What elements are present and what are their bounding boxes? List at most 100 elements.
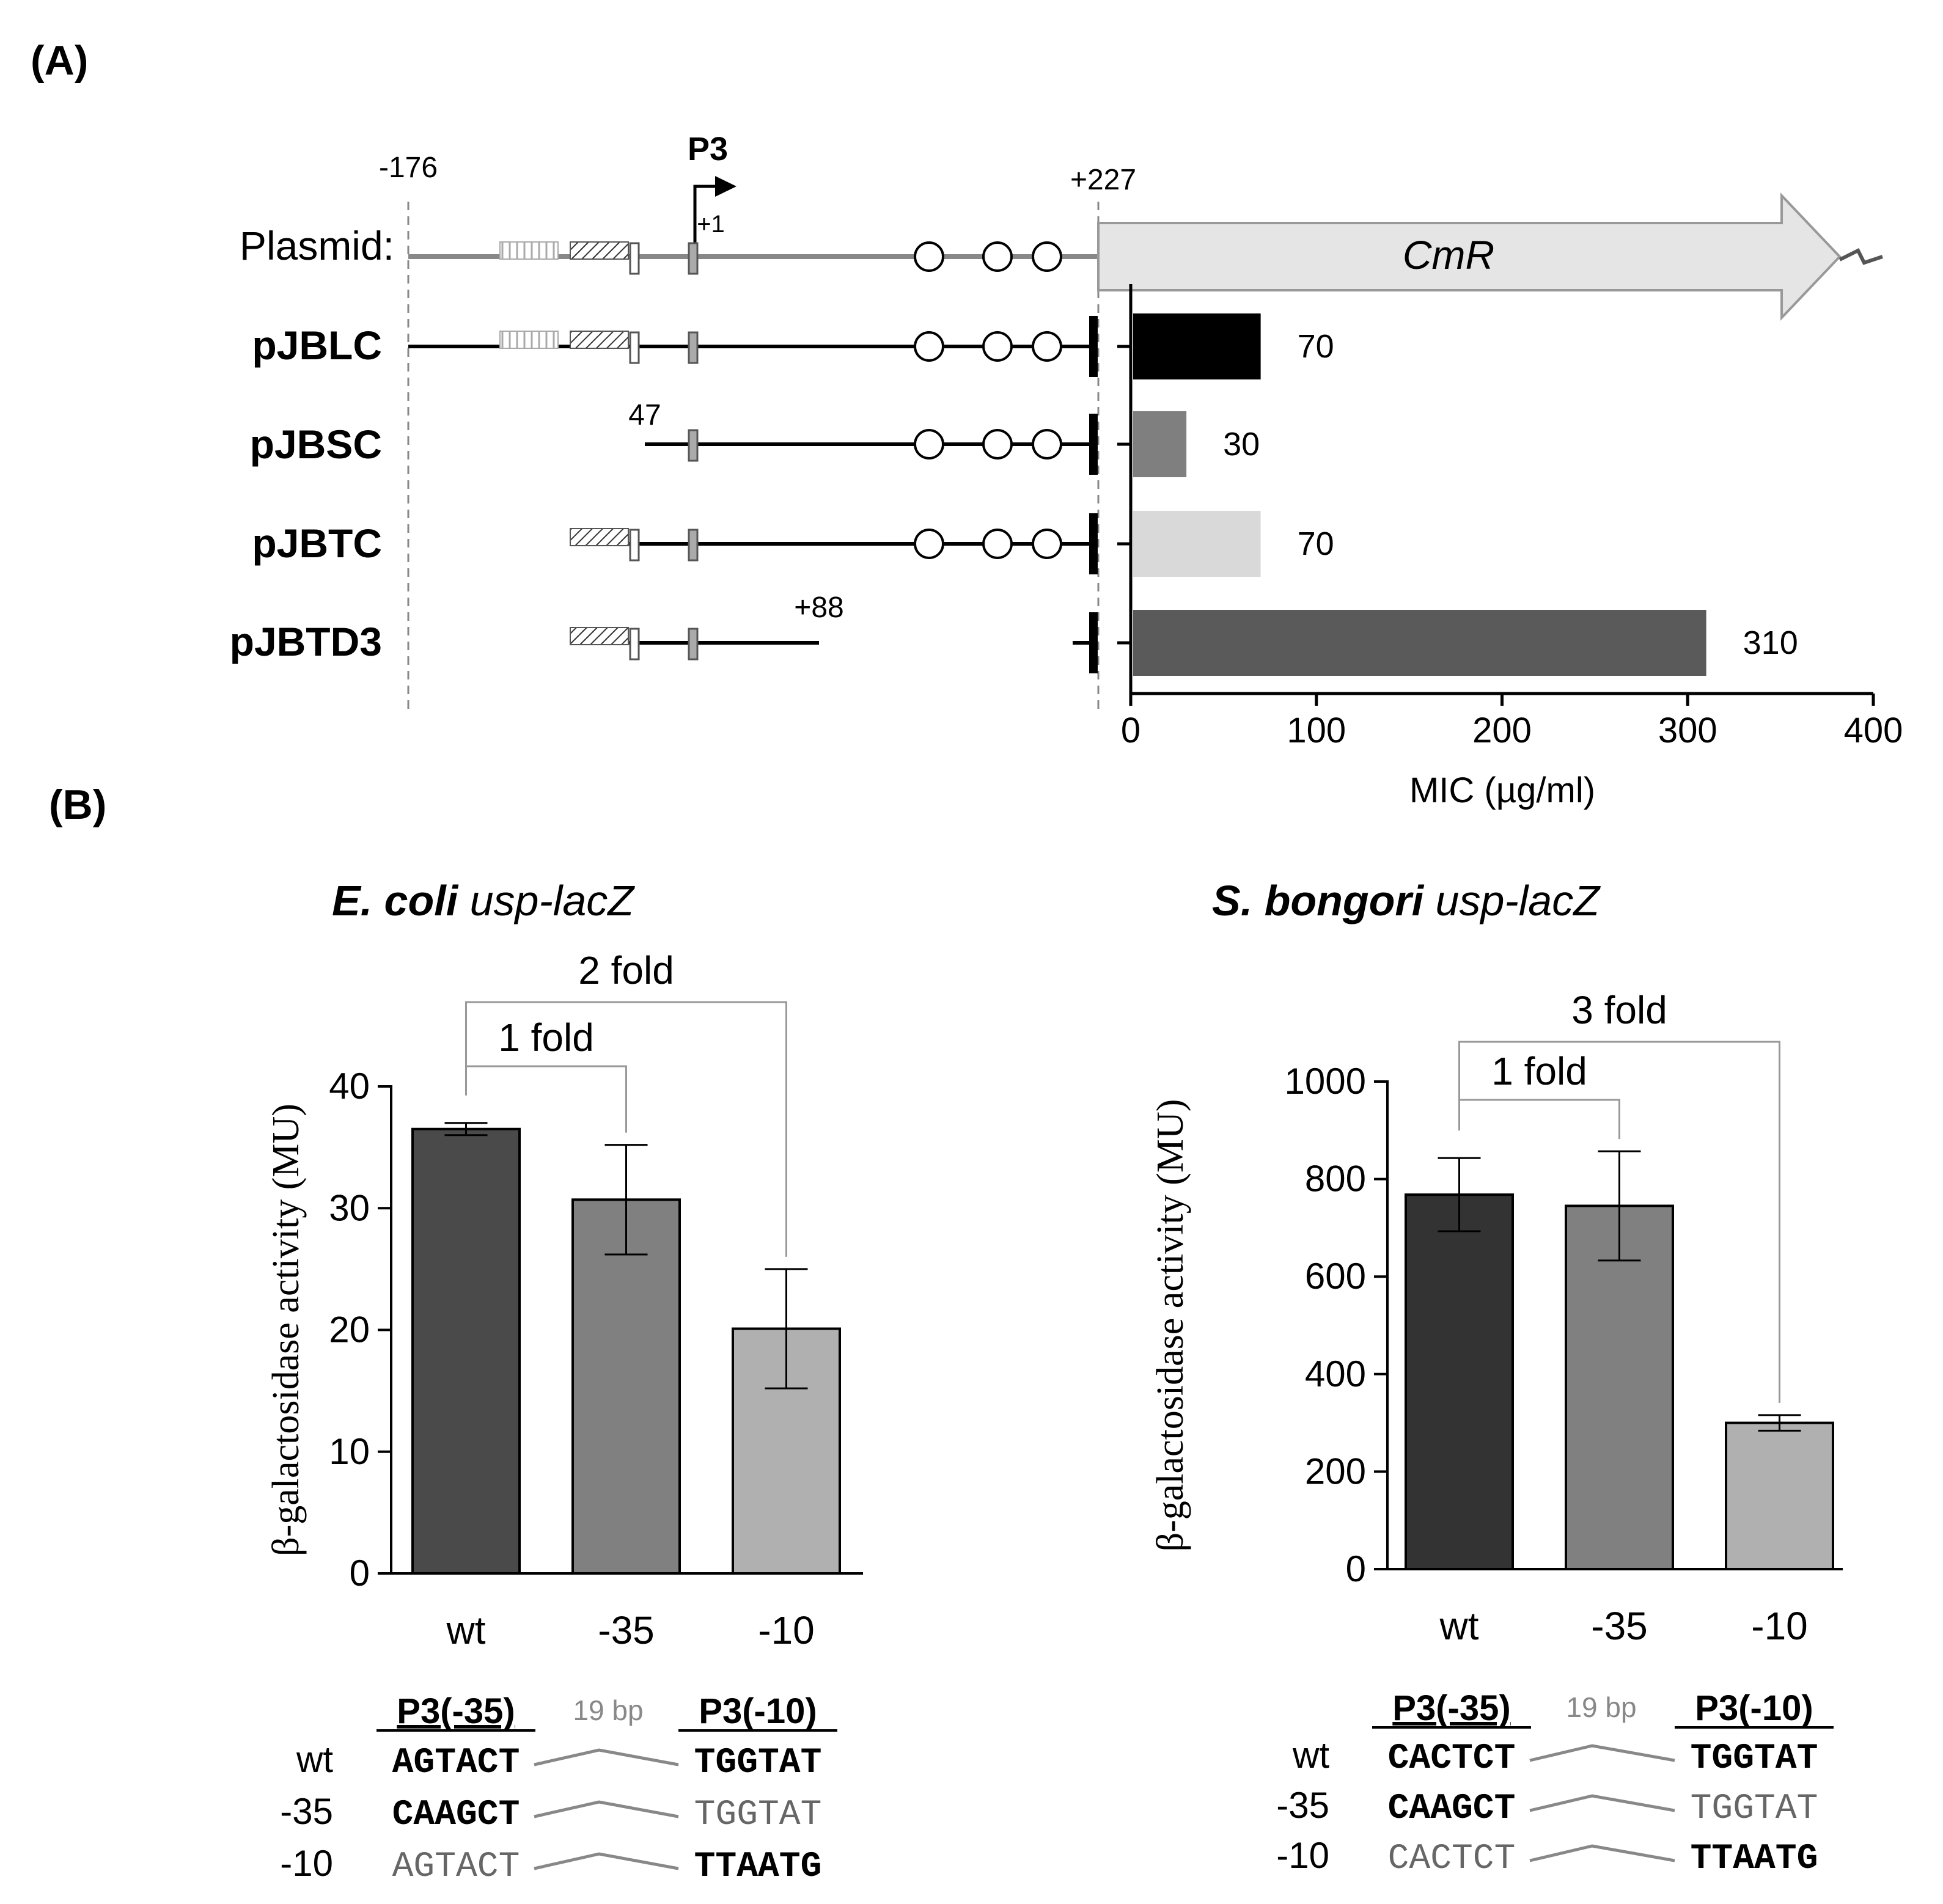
p3-promoter-arrow [693,185,718,247]
x-tick-label: -10 [1751,1604,1808,1648]
mic-value-label: 30 [1223,426,1260,463]
mic-x-tick-label: 100 [1287,711,1346,750]
mic-x-tick-label: 200 [1472,711,1532,750]
seq-header-10: P3(-10) [699,1691,817,1731]
chart-title-construct: usp-lacZ [1423,877,1601,925]
seq-spacer-label: 19 bp [573,1694,643,1726]
hatched-element-box [570,528,629,546]
panel-a: (A) -176 +227 +1 47 +88 P3 Plasmid: pJBL… [31,37,1903,810]
bracket-wt-vs-35 [1458,1099,1620,1140]
cmr-gene-label: CmR [1403,232,1494,277]
seq-minus35: AGTACT [392,1743,520,1783]
mic-value-label: 70 [1298,525,1334,562]
chart-title-organism: S. bongori [1212,877,1425,925]
seq-minus10: TTAATG [1691,1839,1818,1879]
y-tick-label: 0 [1346,1548,1366,1589]
cmr-fusion-bar [1089,316,1098,377]
minus10-box [688,529,699,562]
seq-spacer-line [1529,1744,1675,1762]
pjbtd3-construct [570,612,1098,673]
circle-site-2 [982,331,1013,362]
y-tick-label: 0 [350,1553,370,1594]
seq-spacer-line [534,1800,679,1818]
bracket-wt-vs-10 [1458,1041,1780,1403]
bar-minus35 [571,1198,681,1575]
y-tick-label: 30 [329,1187,370,1228]
y-tick-label: 40 [329,1066,370,1107]
circle-site-3 [1032,241,1062,272]
minus10-box [688,242,699,275]
bar-wt [411,1127,521,1575]
y-tick-label: 800 [1305,1159,1366,1199]
minus35-box [629,628,640,661]
cmr-fusion-bar [1089,612,1098,673]
y-tick-label: 10 [329,1431,370,1472]
seq-header-10: P3(-10) [1695,1688,1813,1728]
bracket-wt-vs-10 [465,1001,787,1257]
bracket-wt-vs-35 [465,1065,627,1133]
bar-wt [1405,1193,1514,1570]
plasmid-break-icon [1838,247,1883,265]
circle-site-1 [914,241,944,272]
position-start-label: -176 [379,152,438,184]
cmr-gene-arrow [1097,192,1842,321]
minus10-box [688,628,699,661]
mic-bar-pjbtc [1133,511,1261,577]
bracket-label-2: 3 fold [1571,988,1667,1032]
pjblc-construct [408,316,1098,377]
circle-site-1 [914,429,944,460]
mic-bar-pjbtd3 [1133,610,1706,676]
circle-site-2 [982,241,1013,272]
upstream-element-box [499,241,559,260]
mic-x-tick-label: 300 [1658,711,1717,750]
position-end-label: +227 [1070,164,1136,196]
p3-arrow-head-icon [715,176,736,197]
panel-b-label: (B) [49,782,106,828]
minus35-box [629,242,640,275]
minus35-box [629,331,640,364]
seq-minus35: CAAGCT [392,1795,520,1835]
upstream-element-box [499,331,559,349]
pjbtc-construct [570,513,1098,574]
y-tick-label: 600 [1305,1256,1366,1297]
x-tick-label: wt [446,1608,486,1652]
y-axis-label: β-galactosidase activity (MU) [265,1104,307,1556]
row-label-pjblc: pJBLC [252,323,382,368]
chart-title: S. bongori usp-lacZ [1212,877,1601,925]
mic-x-tick-label: 400 [1844,711,1903,750]
circle-site-3 [1032,429,1062,460]
seq-row-label: wt [1292,1735,1329,1776]
seq-minus10: TGGTAT [1691,1789,1818,1829]
seq-header-35: P3(-35) [397,1691,515,1731]
x-tick-label: -35 [598,1608,655,1652]
x-tick-label: wt [1439,1604,1479,1648]
minus10-box [688,331,699,364]
seq-row-label: wt [296,1739,333,1780]
ecoli-bar-chart: E. coli usp-lacZ 0 10 20 30 40 β-galactosidase… [265,877,863,1887]
mic-x-tick-label: 0 [1121,711,1140,750]
chart-title-construct: usp-lacZ [458,877,635,925]
position-trunc-end-label: +88 [794,591,843,624]
mic-value-label: 310 [1743,624,1798,661]
bracket-label-1: 1 fold [1491,1049,1587,1093]
seq-minus35: CACTCT [1388,1839,1516,1879]
y-tick-label: 1000 [1285,1061,1366,1102]
seq-header-35: P3(-35) [1392,1688,1510,1728]
hatched-element-box [570,331,629,349]
x-tick-label: -35 [1591,1604,1648,1648]
panel-b: (B) E. coli usp-lacZ 0 10 20 30 40 β-galactosi… [49,782,1843,1887]
seq-minus10: TGGTAT [1691,1739,1818,1779]
circle-site-2 [982,529,1013,559]
seq-spacer-line [1529,1794,1675,1812]
circle-site-1 [914,331,944,362]
seq-minus10: TGGTAT [694,1743,822,1783]
seq-minus10: TGGTAT [694,1795,822,1835]
y-tick-label: 200 [1305,1451,1366,1492]
y-tick-label: 20 [329,1309,370,1350]
circle-site-3 [1032,529,1062,559]
cmr-fusion-bar [1089,414,1098,475]
minus10-box [688,429,699,462]
hatched-element-box [570,241,629,260]
seq-minus10: TTAATG [694,1847,822,1887]
